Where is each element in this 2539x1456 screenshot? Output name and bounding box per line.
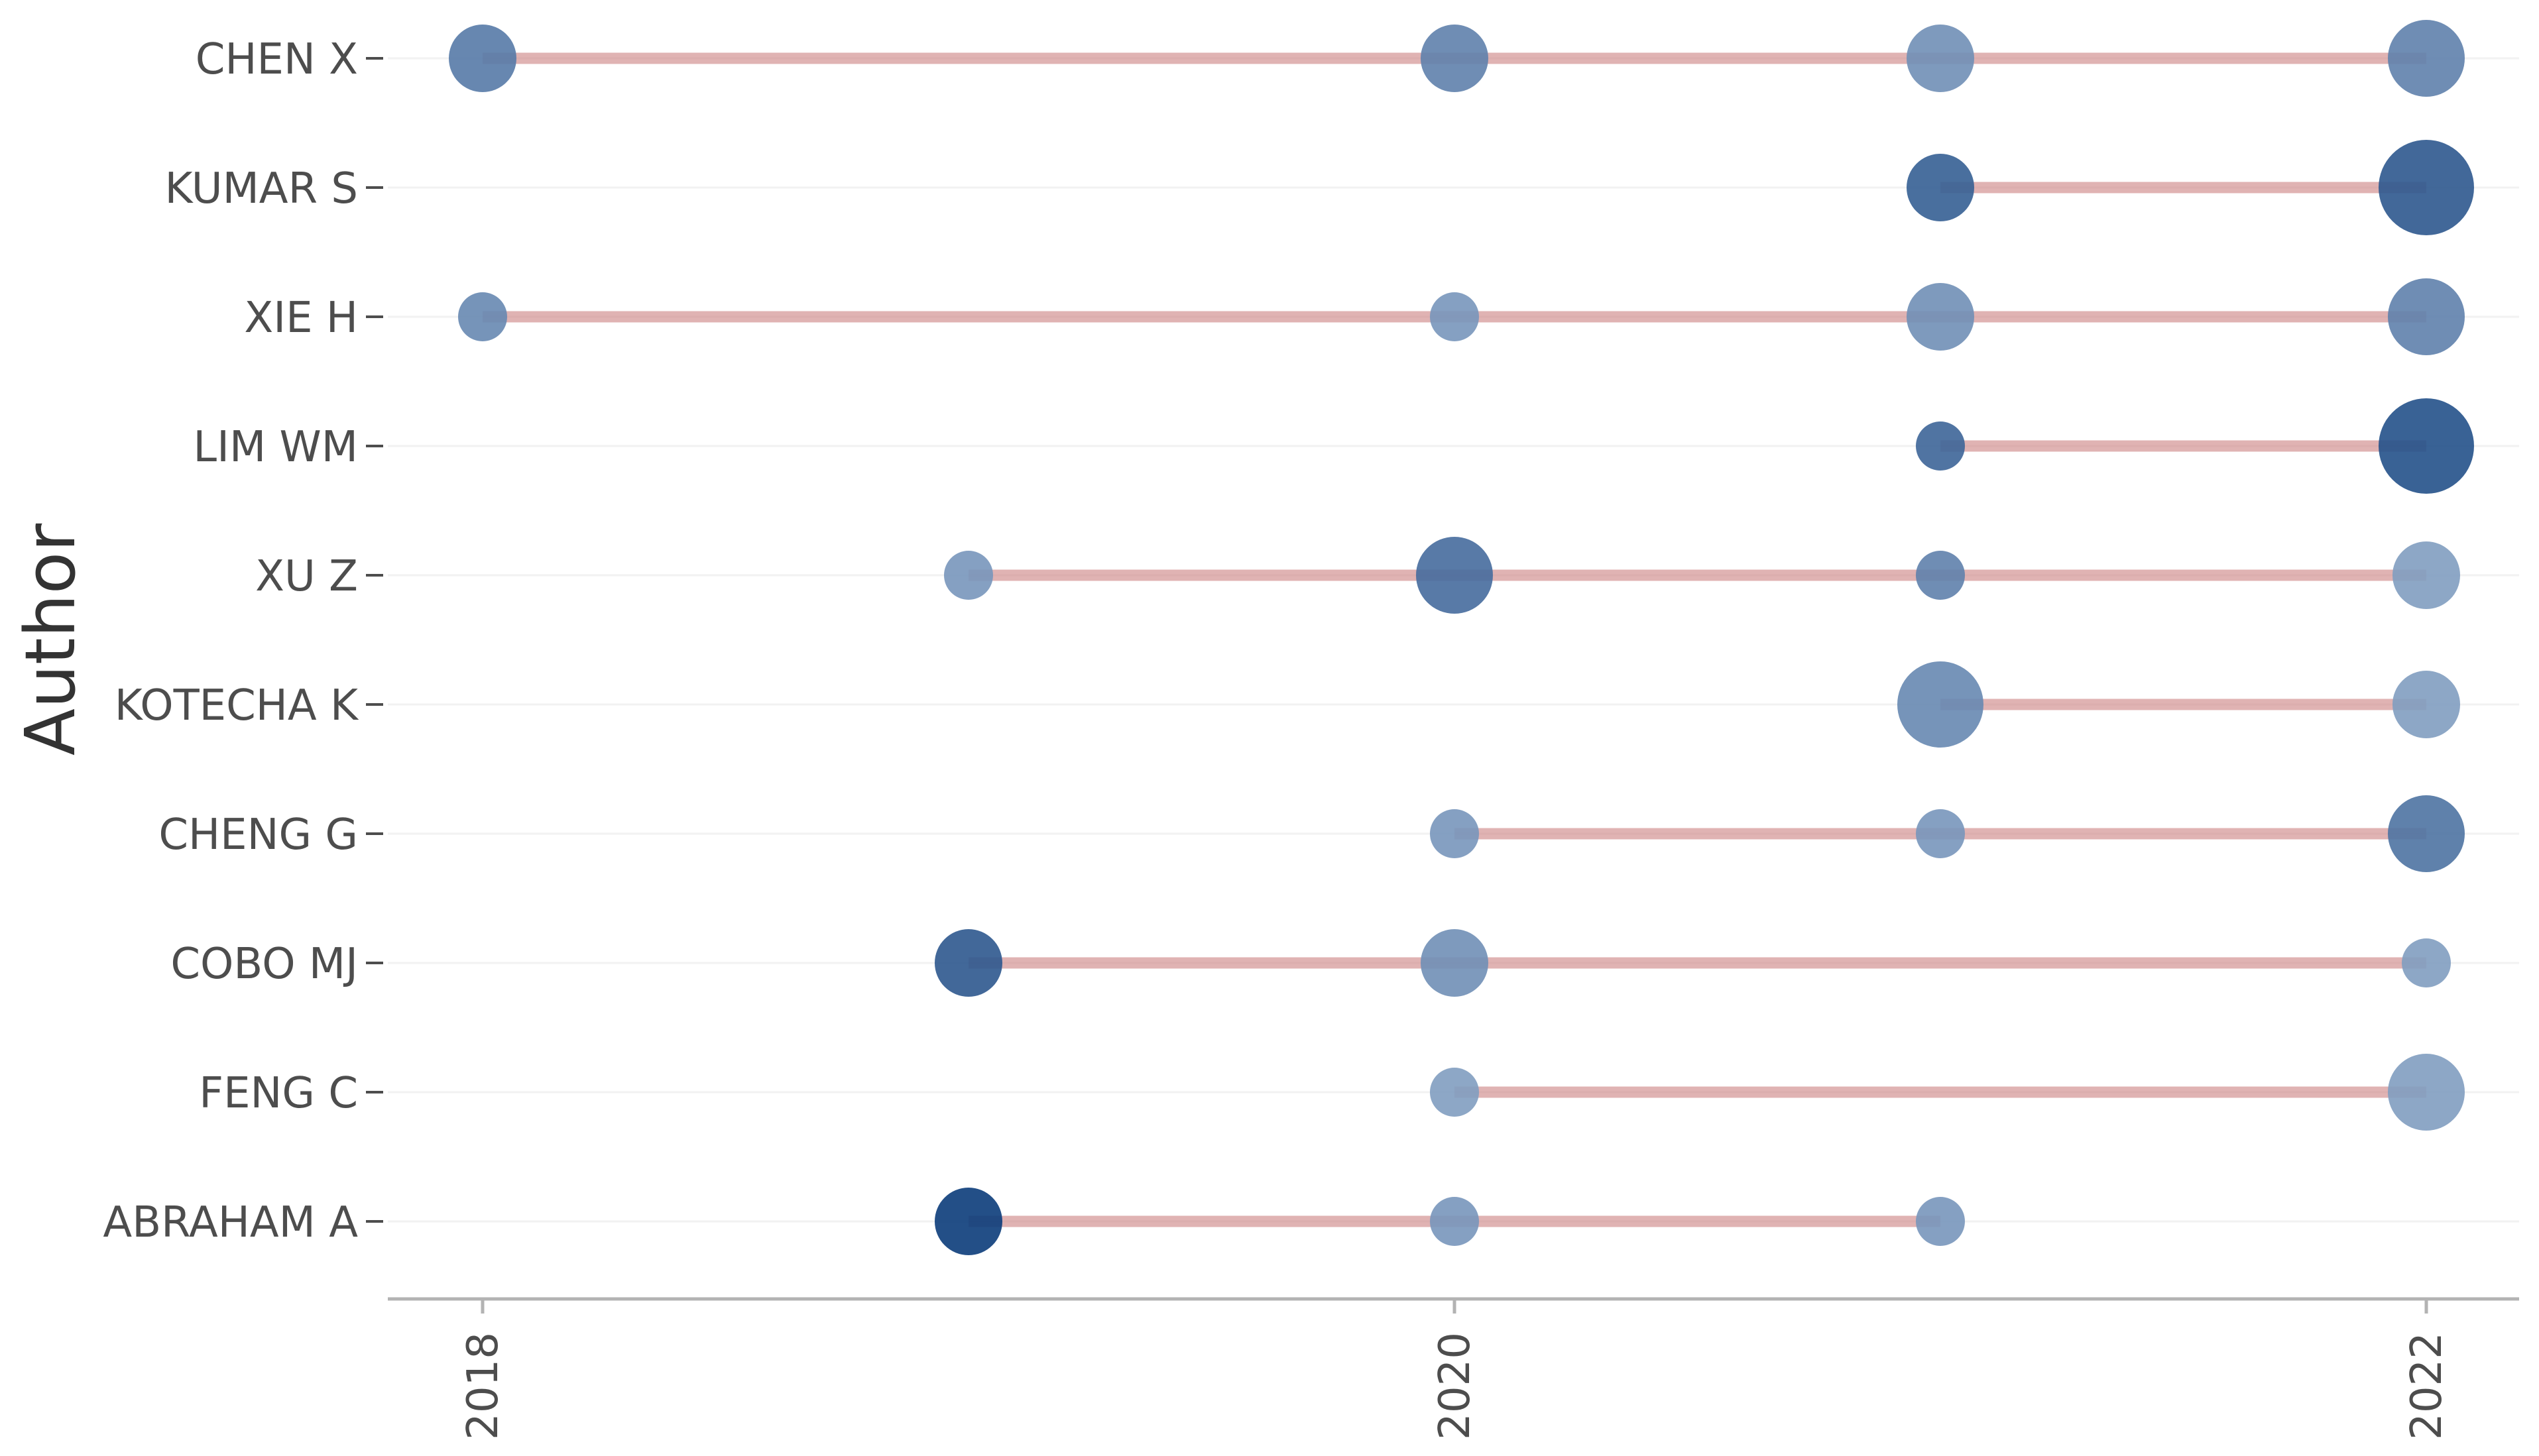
author-bubble bbox=[2388, 20, 2465, 97]
x-tick-label: 2020 bbox=[1431, 1332, 1480, 1440]
y-axis-title: Author bbox=[10, 524, 91, 756]
author-bubble bbox=[1916, 1197, 1965, 1246]
author-tick-label: ABRAHAM A bbox=[103, 1198, 358, 1247]
author-bubble bbox=[2379, 398, 2474, 494]
author-bubble bbox=[1907, 154, 1974, 221]
author-bubble bbox=[2379, 140, 2474, 235]
author-bubble bbox=[1430, 1068, 1479, 1117]
x-axis: 2018 2020 2022 bbox=[388, 1297, 2519, 1440]
author-tick-label: KOTECHA K bbox=[115, 681, 359, 730]
author-bubble bbox=[1430, 1197, 1479, 1246]
author-bubble bbox=[1916, 809, 1965, 858]
author-bubble bbox=[1430, 809, 1479, 858]
author-bubble bbox=[449, 25, 516, 92]
author-bubble bbox=[2388, 278, 2465, 355]
gridlines bbox=[388, 57, 2519, 1223]
y-axis-tick-labels: CHEN X KUMAR S XIE H LIM WM XU Z KOTECHA K CHE… bbox=[103, 35, 383, 1247]
author-tick-label: CHEN X bbox=[196, 35, 358, 84]
author-tick-label: XU Z bbox=[255, 552, 358, 601]
author-tick-label: XIE H bbox=[244, 294, 358, 343]
x-tick-label: 2018 bbox=[459, 1332, 508, 1440]
author-bubble bbox=[1907, 25, 1974, 92]
author-bubble bbox=[2388, 795, 2465, 872]
author-bubble bbox=[2392, 541, 2460, 609]
author-bubble bbox=[1416, 537, 1493, 614]
x-tick-label: 2022 bbox=[2402, 1332, 2451, 1440]
author-bubble bbox=[1430, 292, 1479, 341]
author-tick-label: COBO MJ bbox=[170, 940, 358, 989]
author-bubble bbox=[1421, 929, 1488, 997]
author-bubble bbox=[458, 292, 507, 341]
author-bubble bbox=[1421, 25, 1488, 92]
timeline-segments bbox=[483, 52, 2426, 1227]
author-tick-label: FENG C bbox=[199, 1069, 358, 1118]
author-bubble bbox=[1907, 283, 1974, 351]
author-bubble bbox=[2388, 1054, 2465, 1131]
author-bubble bbox=[1897, 661, 1983, 748]
author-bubble bbox=[935, 929, 1002, 997]
bubbles bbox=[449, 20, 2474, 1255]
author-bubble bbox=[2402, 938, 2451, 987]
author-bubble bbox=[1916, 421, 1965, 471]
author-tick-label: CHENG G bbox=[158, 811, 358, 860]
author-tick-label: KUMAR S bbox=[164, 164, 358, 213]
author-bubble bbox=[944, 551, 993, 600]
author-bubble bbox=[935, 1188, 1002, 1255]
author-bubble bbox=[1916, 551, 1965, 600]
author-tick-label: LIM WM bbox=[193, 423, 358, 472]
author-bubble bbox=[2392, 671, 2460, 738]
